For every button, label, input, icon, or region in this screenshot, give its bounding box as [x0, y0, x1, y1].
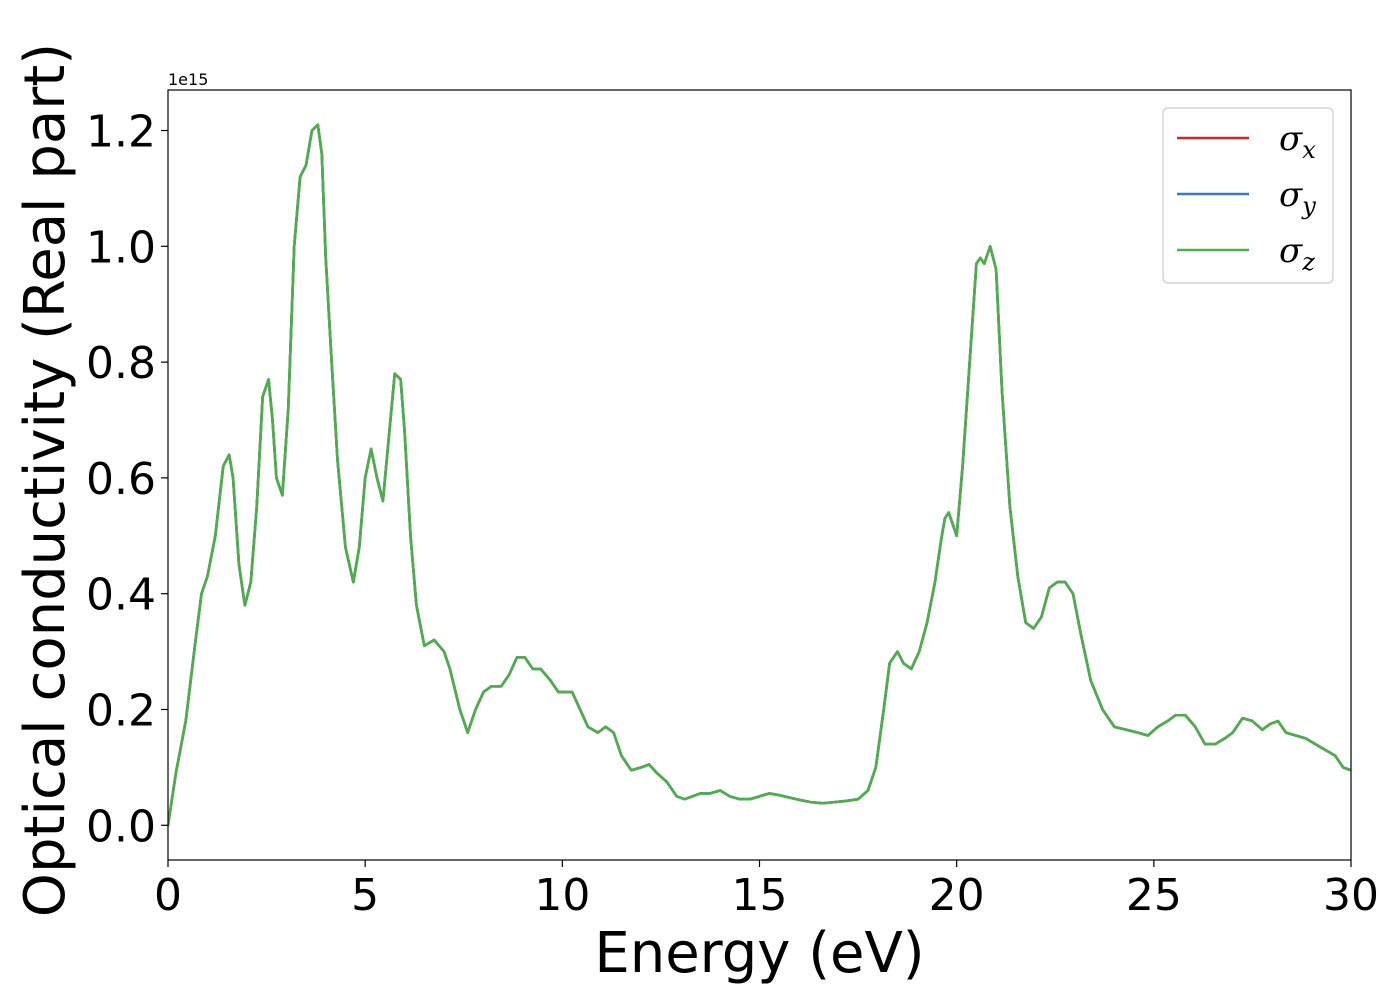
y-tick-label: 0.6	[86, 454, 156, 505]
y-tick-label: 1.2	[86, 107, 156, 158]
y-tick-label: 0.4	[86, 570, 156, 621]
legend-label: σx	[1279, 119, 1316, 164]
x-axis-label: Energy (eV)	[594, 921, 924, 986]
x-axis-ticks: 0 5 10 15 20 25 30	[154, 860, 1379, 921]
legend-box	[1162, 107, 1334, 284]
legend-label: σz	[1279, 231, 1315, 276]
series-layer	[168, 123, 1351, 827]
legend: σx σy σz	[1162, 107, 1334, 284]
series-line-3	[168, 123, 1351, 827]
x-tick-label: 0	[154, 870, 182, 921]
y-axis-ticks: 0.0 0.2 0.4 0.6 0.8 1.0 1.2	[86, 107, 168, 852]
x-tick-label: 15	[732, 870, 788, 921]
y-axis-label: Optical conductivity (Real part)	[13, 43, 78, 917]
y-tick-label: 1.0	[86, 222, 156, 273]
x-tick-label: 25	[1126, 870, 1182, 921]
y-offset-text: 1e15	[168, 70, 208, 89]
x-tick-label: 30	[1323, 870, 1379, 921]
x-tick-label: 5	[351, 870, 379, 921]
y-tick-label: 0.8	[86, 338, 156, 389]
x-tick-label: 20	[929, 870, 985, 921]
x-tick-label: 10	[534, 870, 590, 921]
y-tick-label: 0.2	[86, 685, 156, 736]
legend-label: σy	[1279, 175, 1316, 220]
y-tick-label: 0.0	[86, 801, 156, 852]
